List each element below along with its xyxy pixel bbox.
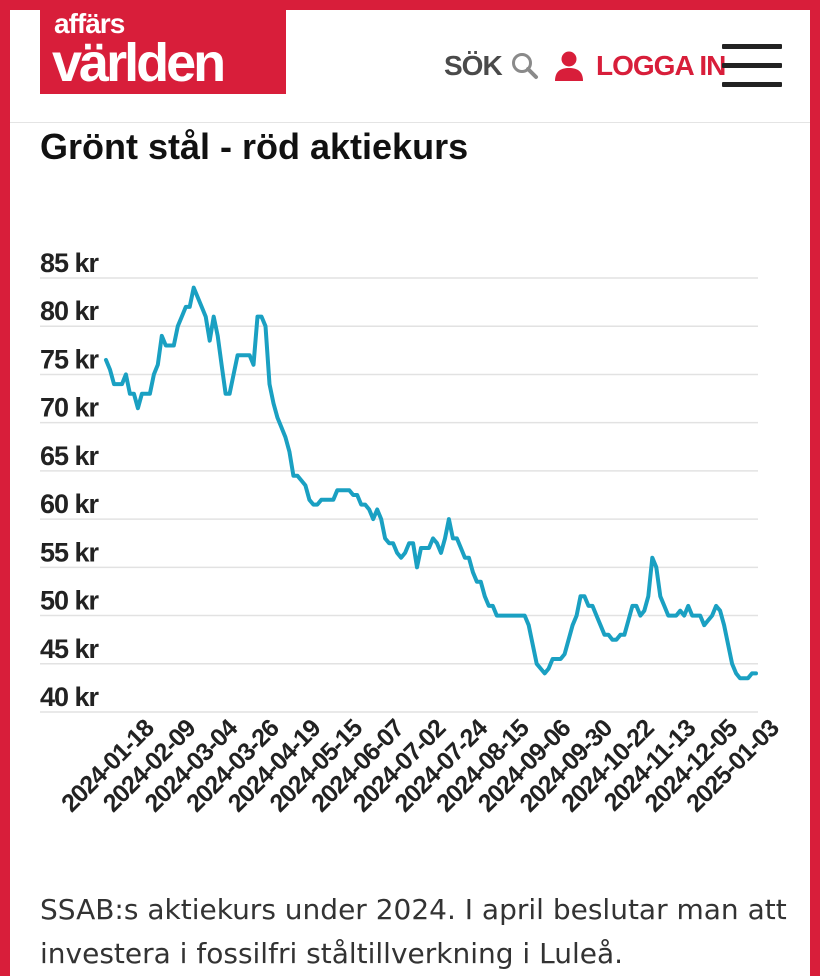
- y-tick-label: 50 kr: [40, 586, 100, 616]
- y-tick-label: 45 kr: [40, 634, 100, 664]
- y-tick-label: 40 kr: [40, 682, 100, 712]
- search-label: SÖK: [444, 50, 503, 81]
- login-label: LOGGA IN: [596, 50, 726, 81]
- logo-text-top: affärs: [54, 8, 125, 39]
- user-icon: [555, 51, 583, 81]
- search-icon: [511, 53, 538, 79]
- y-tick-label: 60 kr: [40, 489, 100, 519]
- site-header: affärs världen SÖK LOGGA IN: [10, 8, 810, 123]
- y-tick-label: 70 kr: [40, 393, 100, 423]
- y-tick-label: 75 kr: [40, 344, 100, 374]
- hamburger-menu-icon[interactable]: [722, 44, 782, 90]
- stock-price-chart: 40 kr 45 kr 50 kr 55 kr 60 kr 65 kr 70 kr 75 kr…: [40, 248, 784, 818]
- site-logo[interactable]: affärs världen: [40, 8, 286, 94]
- article-title: Grönt stål - röd aktiekurs: [40, 126, 469, 167]
- login-button[interactable]: LOGGA IN: [554, 50, 726, 82]
- series-line-ssab: [104, 285, 758, 681]
- y-tick-label: 80 kr: [40, 296, 100, 326]
- page-frame: affärs världen SÖK LOGGA IN Grönt stål -…: [10, 8, 810, 976]
- logo-text-bottom: världen: [52, 33, 226, 93]
- search-button[interactable]: SÖK: [444, 50, 540, 82]
- y-tick-label: 65 kr: [40, 441, 100, 471]
- y-tick-label: 85 kr: [40, 248, 100, 278]
- chart-caption: SSAB:s aktiekurs under 2024. I april bes…: [40, 893, 787, 970]
- y-tick-label: 55 kr: [40, 537, 100, 567]
